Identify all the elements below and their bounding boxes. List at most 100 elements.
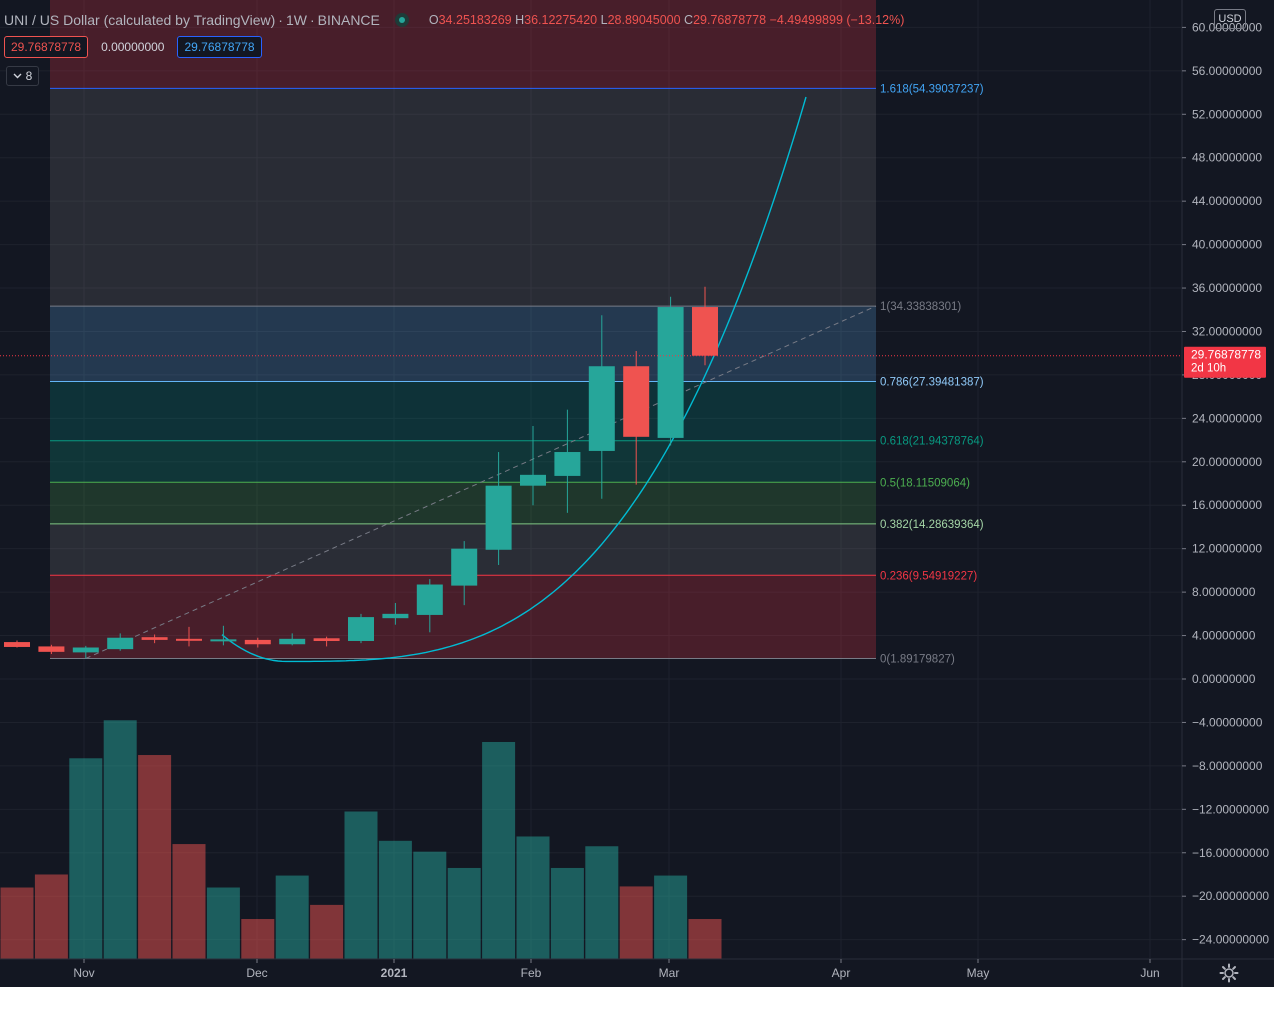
candle-body[interactable]: [485, 485, 512, 550]
high-value: 36.12275420: [524, 13, 598, 27]
indicator-value-1: 29.76878778: [4, 36, 89, 58]
price-tick-label: −16.00000000: [1192, 846, 1269, 860]
fib-level-label: 0.382(14.28639364): [880, 519, 984, 531]
candle-body[interactable]: [210, 639, 237, 642]
last-price-badge: [1184, 346, 1266, 378]
symbol-title[interactable]: UNI / US Dollar (calculated by TradingVi…: [4, 12, 276, 28]
price-tick-label: 16.00000000: [1192, 498, 1262, 512]
candle-body[interactable]: [38, 646, 65, 652]
candle-body[interactable]: [4, 642, 30, 647]
close-value: 29.76878778: [693, 13, 767, 27]
candle-body[interactable]: [623, 366, 650, 437]
candle-body[interactable]: [176, 638, 202, 641]
histogram-bar: [585, 846, 619, 959]
close-label: C: [684, 13, 694, 27]
histogram-bar: [103, 720, 137, 959]
bar-countdown: 2d 10h: [1191, 363, 1226, 375]
currency-button[interactable]: USD: [1214, 9, 1246, 29]
time-tick-label: Dec: [246, 966, 267, 980]
time-tick-label: Feb: [521, 966, 542, 980]
histogram-bar: [0, 887, 34, 959]
time-tick-label: May: [967, 966, 990, 980]
time-tick-label: 2021: [381, 966, 408, 980]
price-tick-label: 52.00000000: [1192, 107, 1262, 121]
histogram-bar: [241, 919, 275, 959]
histogram-bar: [378, 840, 412, 959]
histogram-bar: [482, 741, 516, 959]
time-tick-label: Nov: [73, 966, 94, 980]
fib-zone: [50, 306, 876, 382]
histogram-bar: [516, 836, 550, 959]
fib-zone: [50, 88, 876, 307]
fib-zone: [50, 381, 876, 441]
price-tick-label: 60.00000000: [1192, 20, 1262, 34]
price-tick-label: 4.00000000: [1192, 629, 1256, 643]
candle-body[interactable]: [416, 584, 443, 615]
histogram-bar: [654, 875, 688, 959]
indicator-value-3: 29.76878778: [177, 36, 262, 58]
candle-body[interactable]: [279, 638, 306, 645]
price-tick-label: 40.00000000: [1192, 238, 1262, 252]
candle-body[interactable]: [107, 637, 134, 650]
price-tick-label: 56.00000000: [1192, 64, 1262, 78]
parabolic-curve[interactable]: [221, 96, 807, 663]
candle-body[interactable]: [692, 307, 718, 356]
low-label: L: [600, 13, 608, 27]
candle-body[interactable]: [520, 474, 546, 486]
time-tick-label: Apr: [832, 966, 851, 980]
fib-trend-line[interactable]: [85, 305, 877, 659]
price-tick-label: 32.00000000: [1192, 324, 1262, 338]
indicator-value-2: 0.00000000: [101, 40, 165, 54]
chart-legend-header: UNI / US Dollar (calculated by TradingVi…: [4, 9, 904, 31]
change-value: −4.49499899 (−13.12%): [769, 13, 905, 27]
candle-body[interactable]: [72, 647, 99, 653]
histogram-bar: [69, 758, 103, 959]
price-tick-label: 44.00000000: [1192, 194, 1262, 208]
histogram-bar: [688, 919, 722, 959]
candle-body[interactable]: [588, 366, 615, 451]
histogram-bar: [275, 875, 309, 959]
open-value: 34.25183269: [438, 13, 512, 27]
fib-level-label: 0.786(27.39481387): [880, 376, 984, 388]
fib-level-label: 0.5(18.11509064): [880, 477, 970, 489]
interval-label[interactable]: 1W: [285, 12, 307, 28]
fib-zone: [50, 482, 876, 524]
price-tick-label: 12.00000000: [1192, 542, 1262, 556]
candle-body[interactable]: [244, 639, 271, 645]
candle-body[interactable]: [554, 452, 581, 476]
separator: ·: [309, 12, 315, 28]
candle-body[interactable]: [141, 637, 168, 640]
fib-level-label: 0.618(21.94378764): [880, 436, 984, 448]
price-tick-label: −8.00000000: [1192, 759, 1263, 773]
candle-body[interactable]: [657, 307, 684, 438]
price-tick-label: 36.00000000: [1192, 281, 1262, 295]
price-chart[interactable]: 0(1.89179827) 0.236(9.54919227) 0.382(14.2…: [0, 0, 1274, 987]
candle-body[interactable]: [382, 613, 409, 619]
price-tick-label: −24.00000000: [1192, 933, 1269, 947]
indicator-values: 29.76878778 0.00000000 29.76878778: [4, 36, 262, 58]
price-axis[interactable]: [1182, 0, 1274, 987]
candle-body[interactable]: [348, 617, 374, 641]
histogram-bar: [550, 867, 584, 959]
collapse-indicators-button[interactable]: 8: [6, 66, 39, 86]
fib-level-label: 1.618(54.39037237): [880, 83, 984, 95]
price-tick-label: 24.00000000: [1192, 411, 1262, 425]
fib-level-label: 0(1.89179827): [880, 653, 955, 665]
market-status-icon[interactable]: [394, 13, 409, 27]
candle-body[interactable]: [451, 548, 478, 586]
separator: ·: [278, 12, 283, 28]
indicator-count: 8: [25, 69, 33, 83]
fib-zone: [50, 440, 876, 483]
chart-background: [0, 0, 1274, 987]
gear-icon[interactable]: [1218, 962, 1240, 984]
last-price-value: 29.76878778: [1191, 348, 1261, 362]
open-label: O: [428, 13, 439, 27]
price-tick-label: 0.00000000: [1192, 672, 1256, 686]
fib-level-label: 0.236(9.54919227): [880, 570, 977, 582]
low-value: 28.89045000: [607, 13, 681, 27]
fib-level-label: 1(34.33838301): [880, 301, 961, 313]
price-tick-label: −4.00000000: [1192, 715, 1263, 729]
candle-body[interactable]: [313, 638, 340, 641]
histogram-bar: [34, 874, 68, 959]
chart-app: 0(1.89179827) 0.236(9.54919227) 0.382(14.2…: [0, 0, 1274, 987]
